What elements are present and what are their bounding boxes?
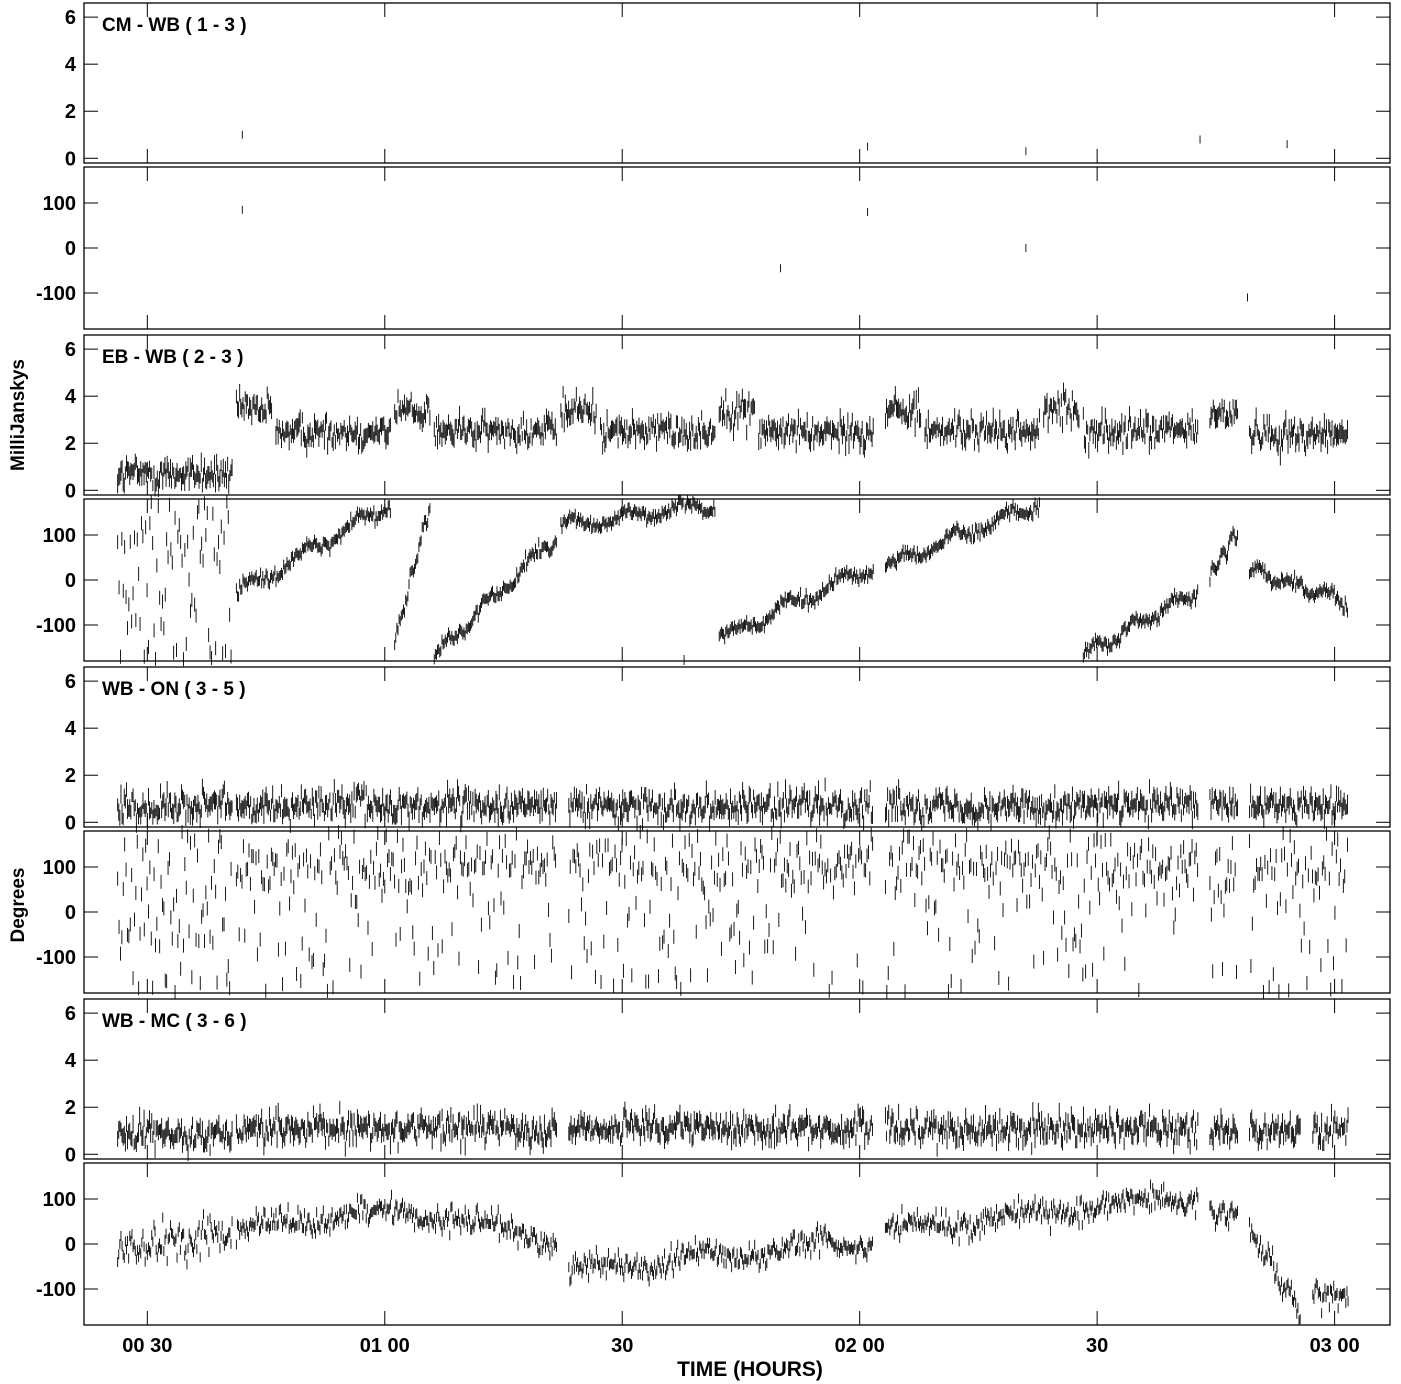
data-marks — [241, 130, 1288, 302]
panel-2: EB - WB ( 2 - 3 ) 6 4 2 0 100 0 -100 — [36, 334, 1391, 667]
panel-4: WB - MC ( 3 - 6 ) 6 4 2 0 100 0 -100 — [36, 998, 1391, 1326]
panel-title: WB - MC ( 3 - 6 ) — [102, 1011, 247, 1032]
amp-tick-label: 6 — [65, 671, 76, 693]
panel-title: EB - WB ( 2 - 3 ) — [102, 347, 243, 368]
panel-3: WB - ON ( 3 - 5 ) 6 4 2 0 100 0 -100 — [36, 666, 1391, 999]
amplitude-frame — [83, 666, 1391, 828]
amp-tick-label: 2 — [65, 433, 76, 455]
phase-tick-label: 0 — [65, 570, 76, 592]
phase-tick-label: 0 — [65, 238, 76, 260]
phase-tick-label: 100 — [43, 193, 76, 215]
panel-1: CM - WB ( 1 - 3 ) 6 4 2 0 100 0 -100 — [36, 2, 1391, 330]
amp-tick-label: 4 — [65, 718, 77, 740]
phase-tick-label: -100 — [36, 615, 76, 637]
phase-tick-label: -100 — [36, 1279, 76, 1301]
phase-tick-label: 100 — [43, 857, 76, 879]
phase-frame — [83, 498, 1391, 662]
amp-tick-label: 0 — [65, 480, 76, 502]
amp-tick-label: 0 — [65, 148, 76, 170]
x-axis-label: TIME (HOURS) — [677, 1358, 823, 1381]
amp-tick-label: 2 — [65, 1097, 76, 1119]
y-axis-label-amplitude: MilliJanskys — [8, 359, 29, 471]
amp-tick-label: 0 — [65, 812, 76, 834]
data-marks — [117, 777, 1348, 999]
amplitude-frame — [83, 2, 1391, 164]
amplitude-frame — [83, 334, 1391, 496]
phase-tick-label: 0 — [65, 1234, 76, 1256]
amp-tick-label: 0 — [65, 1144, 76, 1166]
panel-title: CM - WB ( 1 - 3 ) — [102, 15, 247, 36]
phase-tick-label: -100 — [36, 947, 76, 969]
amp-tick-label: 4 — [65, 54, 77, 76]
amp-tick-label: 4 — [65, 386, 77, 408]
amp-tick-label: 2 — [65, 101, 76, 123]
phase-tick-label: 0 — [65, 902, 76, 924]
amp-tick-label: 2 — [65, 765, 76, 787]
phase-tick-label: -100 — [36, 283, 76, 305]
amp-tick-label: 6 — [65, 7, 76, 29]
data-marks — [117, 382, 1348, 667]
data-marks — [117, 1101, 1349, 1326]
phase-tick-label: 100 — [43, 525, 76, 547]
panel-title: WB - ON ( 3 - 5 ) — [102, 679, 246, 700]
phase-tick-label: 100 — [43, 1189, 76, 1211]
amp-tick-label: 6 — [65, 339, 76, 361]
phase-frame — [83, 1162, 1391, 1326]
amp-tick-label: 6 — [65, 1003, 76, 1025]
y-axis-label-phase: Degrees — [8, 868, 29, 943]
amp-tick-label: 4 — [65, 1050, 77, 1072]
amplitude-frame — [83, 998, 1391, 1160]
phase-frame — [83, 166, 1391, 330]
